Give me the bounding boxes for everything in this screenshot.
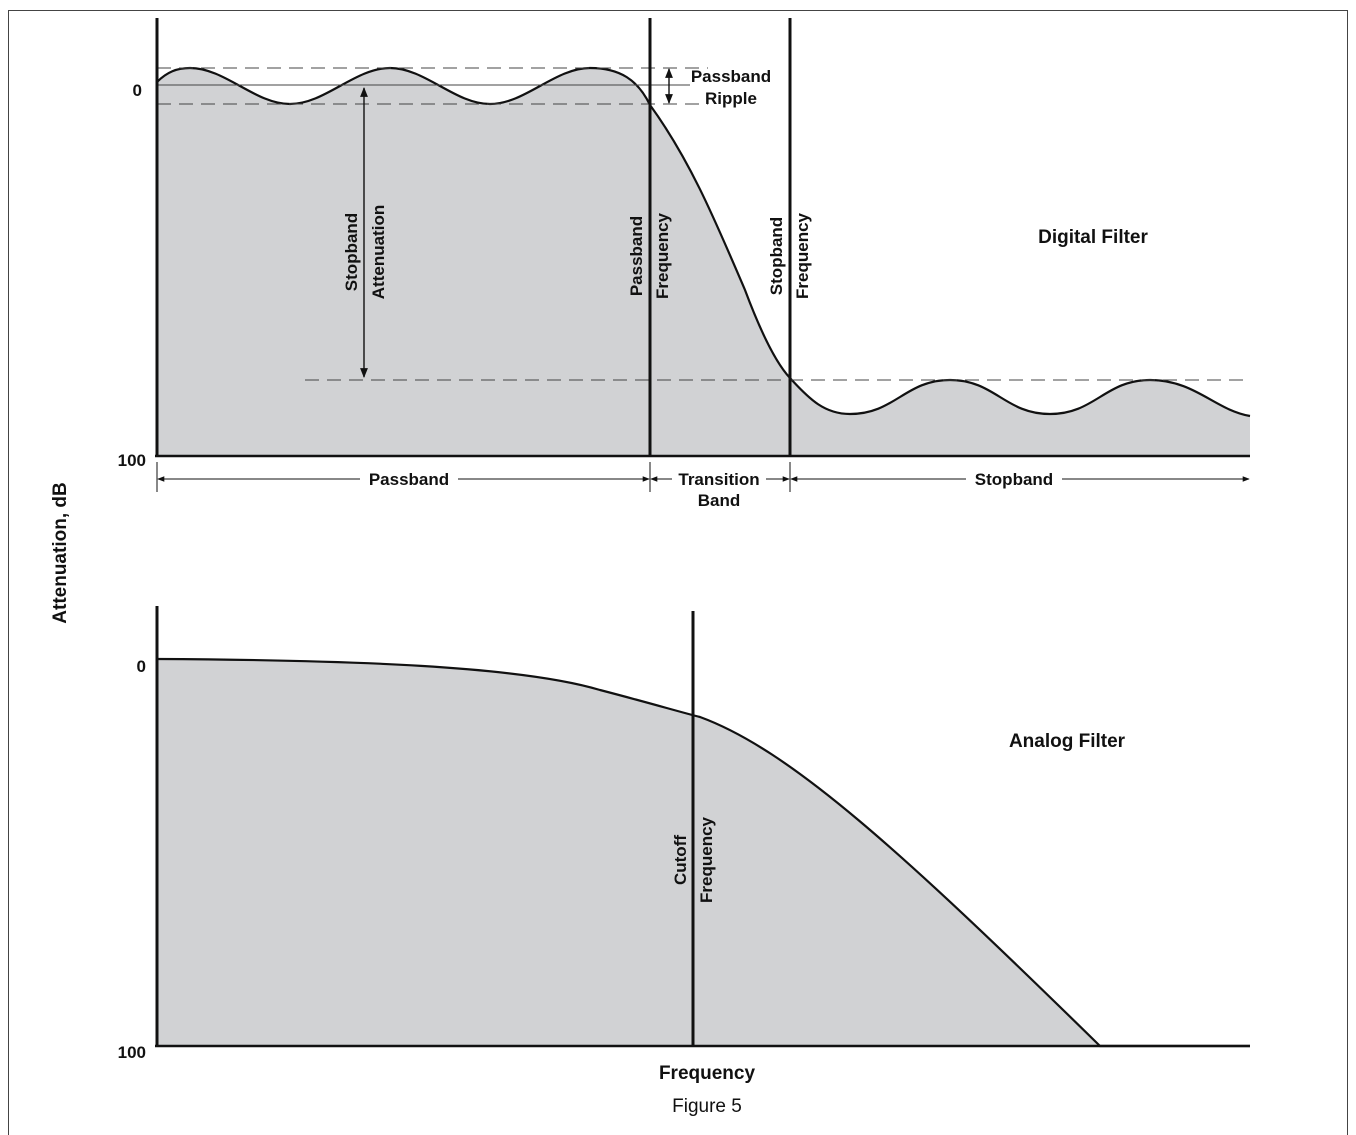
stopband-frequency-label-1: Stopband — [767, 217, 786, 295]
stopband-attenuation-label-1: Stopband — [342, 213, 361, 291]
y-axis-label: Attenuation, dB — [50, 482, 71, 623]
x-axis-label: Frequency — [659, 1063, 756, 1084]
passband-frequency-label-1: Passband — [627, 216, 646, 296]
digital-response-fill — [157, 68, 1250, 456]
passband-frequency-label-2: Frequency — [653, 212, 672, 299]
analog-filter-title: Analog Filter — [1009, 731, 1126, 752]
passband-ripple-label-2: Ripple — [705, 89, 757, 108]
passband-ripple-label-1: Passband — [691, 67, 771, 86]
cutoff-label-1: Cutoff — [671, 835, 690, 885]
figure-frame — [8, 10, 1348, 1135]
passband-range-label: Passband — [369, 470, 449, 489]
digital-tick-100: 100 — [118, 451, 146, 470]
transition-band-label-1: Transition — [678, 470, 759, 489]
analog-response-fill — [157, 659, 1100, 1046]
cutoff-label-2: Frequency — [697, 816, 716, 903]
figure-caption: Figure 5 — [672, 1096, 742, 1117]
stopband-attenuation-label-2: Attenuation — [369, 205, 388, 299]
digital-response-curve — [156, 66, 1251, 418]
analog-tick-0: 0 — [137, 657, 146, 676]
analog-response-curve — [156, 657, 1250, 1048]
digital-filter-title: Digital Filter — [1038, 227, 1148, 248]
transition-band-label-2: Band — [698, 491, 741, 510]
stopband-range-label: Stopband — [975, 470, 1053, 489]
analog-tick-100: 100 — [118, 1043, 146, 1062]
stopband-frequency-label-2: Frequency — [793, 212, 812, 299]
digital-tick-0: 0 — [133, 81, 142, 100]
